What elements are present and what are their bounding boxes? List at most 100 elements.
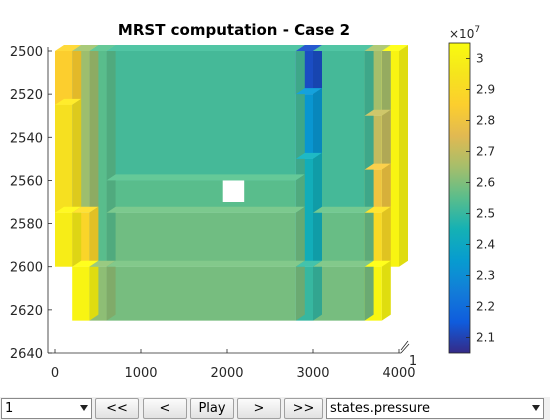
- y-tick-label: 2540: [10, 131, 43, 146]
- colorbar-tick-label: 2.4: [476, 238, 495, 252]
- cell-top-face: [295, 45, 322, 51]
- step-select-value: 1: [5, 401, 14, 416]
- cell-top-face: [89, 260, 116, 267]
- cell-side-face: [364, 260, 374, 321]
- play-button-label: Play: [198, 401, 226, 416]
- cell-side-face: [295, 174, 305, 213]
- first-button[interactable]: <<: [95, 398, 139, 419]
- colorbar[interactable]: 3 2.9 2.8 2.7 2.6 2.5 2.4 2.3 2.2 2.1 ×107: [448, 25, 495, 354]
- cell-side-face: [72, 98, 82, 213]
- cell-top-face: [106, 174, 305, 181]
- cell-side-face: [313, 45, 322, 95]
- field-select-value: states.pressure: [330, 401, 430, 416]
- cell-top-face: [364, 260, 391, 267]
- y-tick-label: 2500: [10, 45, 43, 60]
- first-button-label: <<: [106, 401, 128, 416]
- cell-side-face: [106, 260, 116, 321]
- cell-side-face: [295, 260, 305, 321]
- colorbar-tick-label: 2.1: [476, 331, 495, 345]
- grid-cell: [55, 104, 73, 213]
- x-tick-label: 0: [51, 366, 59, 381]
- field-select[interactable]: states.pressure: [326, 398, 544, 419]
- chevron-down-icon: [80, 405, 88, 411]
- cell-side-face: [72, 45, 82, 105]
- colorbar-tick-label: 2.8: [476, 114, 495, 128]
- cell-side-face: [106, 45, 116, 267]
- cell-side-face: [89, 45, 99, 213]
- cell-side-face: [381, 163, 391, 213]
- y-tick-label: 2580: [10, 218, 43, 233]
- next-button-label: >: [253, 401, 265, 416]
- cell-top-face: [72, 206, 99, 213]
- colorbar-tick-label: 2.5: [476, 207, 495, 221]
- cell-side-face: [399, 45, 408, 267]
- cell-side-face: [381, 260, 391, 321]
- colorbar-gradient: [448, 42, 471, 354]
- inactive-cell: [222, 180, 245, 202]
- prev-button[interactable]: <: [143, 398, 187, 419]
- cell-side-face: [381, 109, 391, 170]
- cell-top-face: [295, 152, 322, 159]
- cell-side-face: [313, 260, 322, 321]
- cell-top-face: [55, 98, 82, 105]
- colorbar-tick-label: 2.3: [476, 269, 495, 283]
- y-tick-label: 2620: [10, 304, 43, 319]
- z-axis-line: [400, 343, 410, 354]
- cell-top-face: [364, 163, 391, 170]
- colorbar-tick-label: 2.2: [476, 300, 495, 314]
- colorbar-tick-label: 2.9: [476, 83, 495, 97]
- grid-cell: [106, 51, 296, 181]
- next-button[interactable]: >: [237, 398, 281, 419]
- cell-top-face: [364, 45, 391, 51]
- cell-top-face: [55, 45, 82, 51]
- grid-cell: [106, 266, 296, 321]
- cell-top-face: [89, 45, 116, 51]
- step-select[interactable]: 1: [1, 398, 92, 419]
- figure-canvas: MRST computation - Case 2 25002520254025…: [10, 21, 495, 381]
- cell-top-face: [313, 45, 374, 51]
- cell-side-face: [364, 206, 374, 267]
- chart-title: MRST computation - Case 2: [118, 21, 350, 39]
- cell-top-face: [364, 109, 391, 116]
- y-tick-label: 2600: [10, 261, 43, 276]
- cell-top-face: [55, 206, 82, 213]
- colorbar-tick-label: 2.7: [476, 145, 495, 159]
- cell-side-face: [295, 206, 305, 267]
- grid-cell: [55, 51, 73, 105]
- plot-area[interactable]: [50, 45, 408, 353]
- prev-button-label: <: [159, 401, 171, 416]
- x-tick-label: 4000: [382, 366, 415, 381]
- cell-top-face: [106, 260, 305, 267]
- cell-top-face: [381, 45, 408, 51]
- cell-side-face: [89, 206, 99, 267]
- cell-top-face: [106, 45, 305, 51]
- grid-cell: [106, 212, 296, 267]
- x-tick-label: 1000: [124, 366, 157, 381]
- y-tick-label: 2640: [10, 347, 43, 362]
- cell-side-face: [89, 260, 99, 321]
- chevron-down-icon: [532, 405, 540, 411]
- grid-cell: [72, 266, 90, 321]
- z-tick-mark: [400, 340, 409, 351]
- colorbar-tick-label: 3: [476, 52, 484, 66]
- last-button-label: >>: [292, 401, 315, 416]
- axes: 2500 2520 2540 2560 2580 2600 2620 2640 0 1000 200…: [10, 45, 417, 381]
- cell-side-face: [295, 45, 305, 181]
- grid-cell: [55, 212, 73, 267]
- x-tick-label: 3000: [296, 366, 329, 381]
- cell-top-face: [313, 260, 374, 267]
- z-tick-label: 1: [409, 354, 417, 369]
- cell-side-face: [381, 45, 391, 116]
- cell-top-face: [313, 206, 374, 213]
- play-button[interactable]: Play: [190, 398, 234, 419]
- cell-top-face: [72, 45, 99, 51]
- cell-side-face: [381, 206, 391, 267]
- y-tick-label: 2560: [10, 174, 43, 189]
- playback-toolbar: 1 << < Play > >> states.pressure: [0, 397, 550, 420]
- cell-side-face: [364, 45, 374, 213]
- x-tick-label: 2000: [210, 366, 243, 381]
- cell-top-face: [106, 206, 305, 213]
- colorbar-exponent: ×107: [449, 25, 480, 41]
- last-button[interactable]: >>: [284, 398, 323, 419]
- cell-top-face: [295, 88, 322, 95]
